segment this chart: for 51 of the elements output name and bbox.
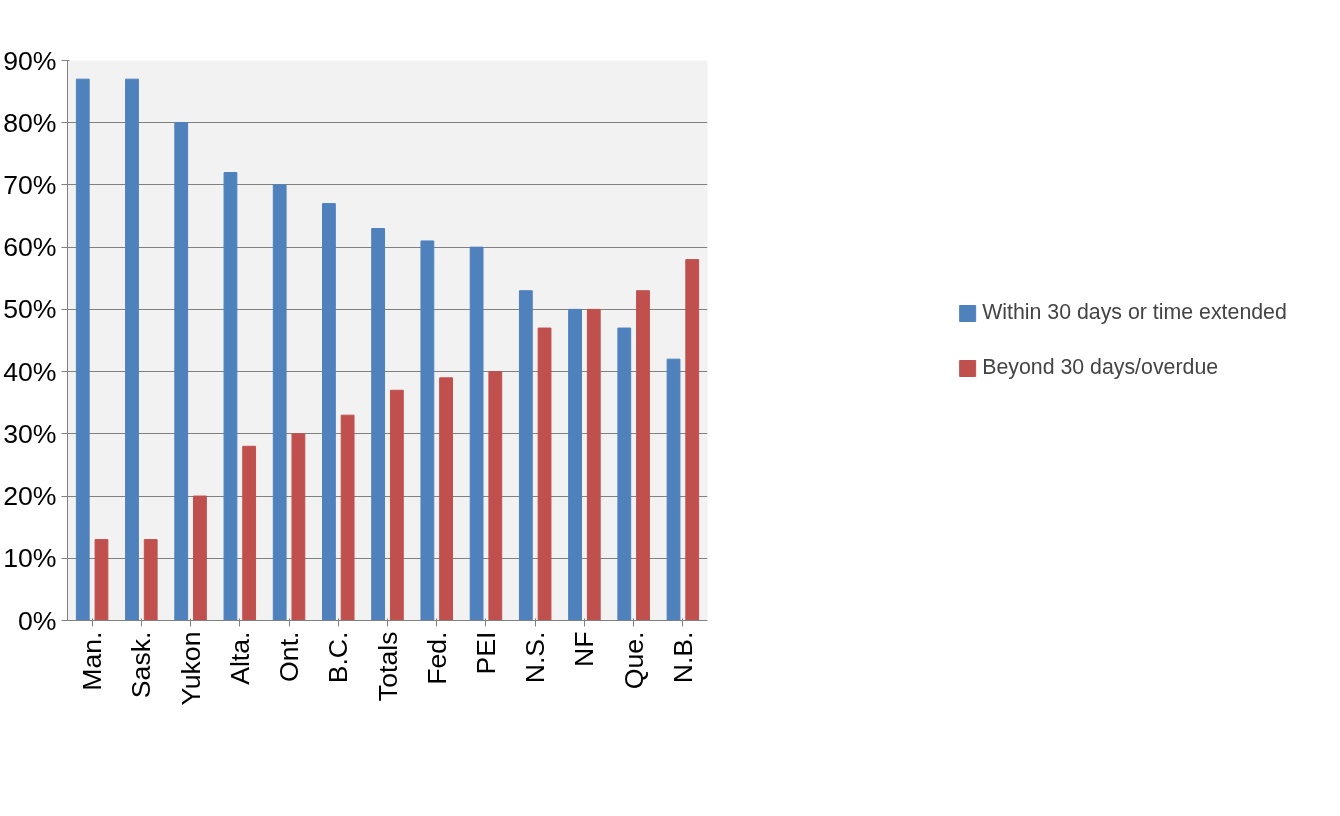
y-tick-label: 20% [3,481,57,512]
x-tick-label: Yukon [175,631,206,706]
bar [389,389,404,621]
x-tick-label: Que. [618,631,649,690]
bar [272,184,287,621]
bar [537,327,552,621]
bar [666,358,681,621]
bar [469,246,484,621]
legend-label: Beyond 30 days/overdue [982,355,1219,380]
bar [636,290,650,621]
bar [685,259,700,621]
bar [488,371,503,621]
bar [143,539,158,621]
y-tick-label: 50% [3,294,57,325]
y-tick-label: 80% [3,107,57,138]
x-tick-label: Ont. [274,631,305,682]
bar [223,172,238,621]
x-tick-label: PEI [470,631,501,675]
y-tick-label: 90% [3,45,57,76]
x-tick-label: Fed. [421,631,452,685]
bar [125,78,139,621]
y-tick-label: 60% [3,232,57,263]
bar [322,203,336,621]
bar [420,240,435,621]
y-tick-label: 70% [3,169,57,200]
x-tick-label: N.S. [520,631,551,684]
bar [371,228,386,621]
x-tick-label: NF [569,631,600,668]
bar [75,78,90,621]
bar [518,290,533,621]
bar [586,308,601,621]
y-tick-label: 30% [3,418,57,449]
y-tick-label: 40% [3,356,57,387]
x-tick-label: N.B. [667,631,698,684]
bar [340,414,355,621]
legend-label: Within 30 days or time extended [982,300,1287,325]
bar [94,539,109,621]
x-tick-label: Sask. [126,631,157,699]
bar [568,308,582,621]
x-tick-label: Man. [77,631,108,691]
x-tick-label: Alta. [224,631,255,685]
bar [174,122,189,621]
x-tick-label: B.C. [323,631,354,684]
bar [242,445,257,621]
bar [617,327,632,621]
bar [439,377,453,621]
x-tick-label: Totals [372,631,403,702]
bar [291,433,306,621]
bar [193,495,207,621]
y-tick-label: 10% [3,543,57,574]
y-tick-label: 0% [17,605,57,636]
